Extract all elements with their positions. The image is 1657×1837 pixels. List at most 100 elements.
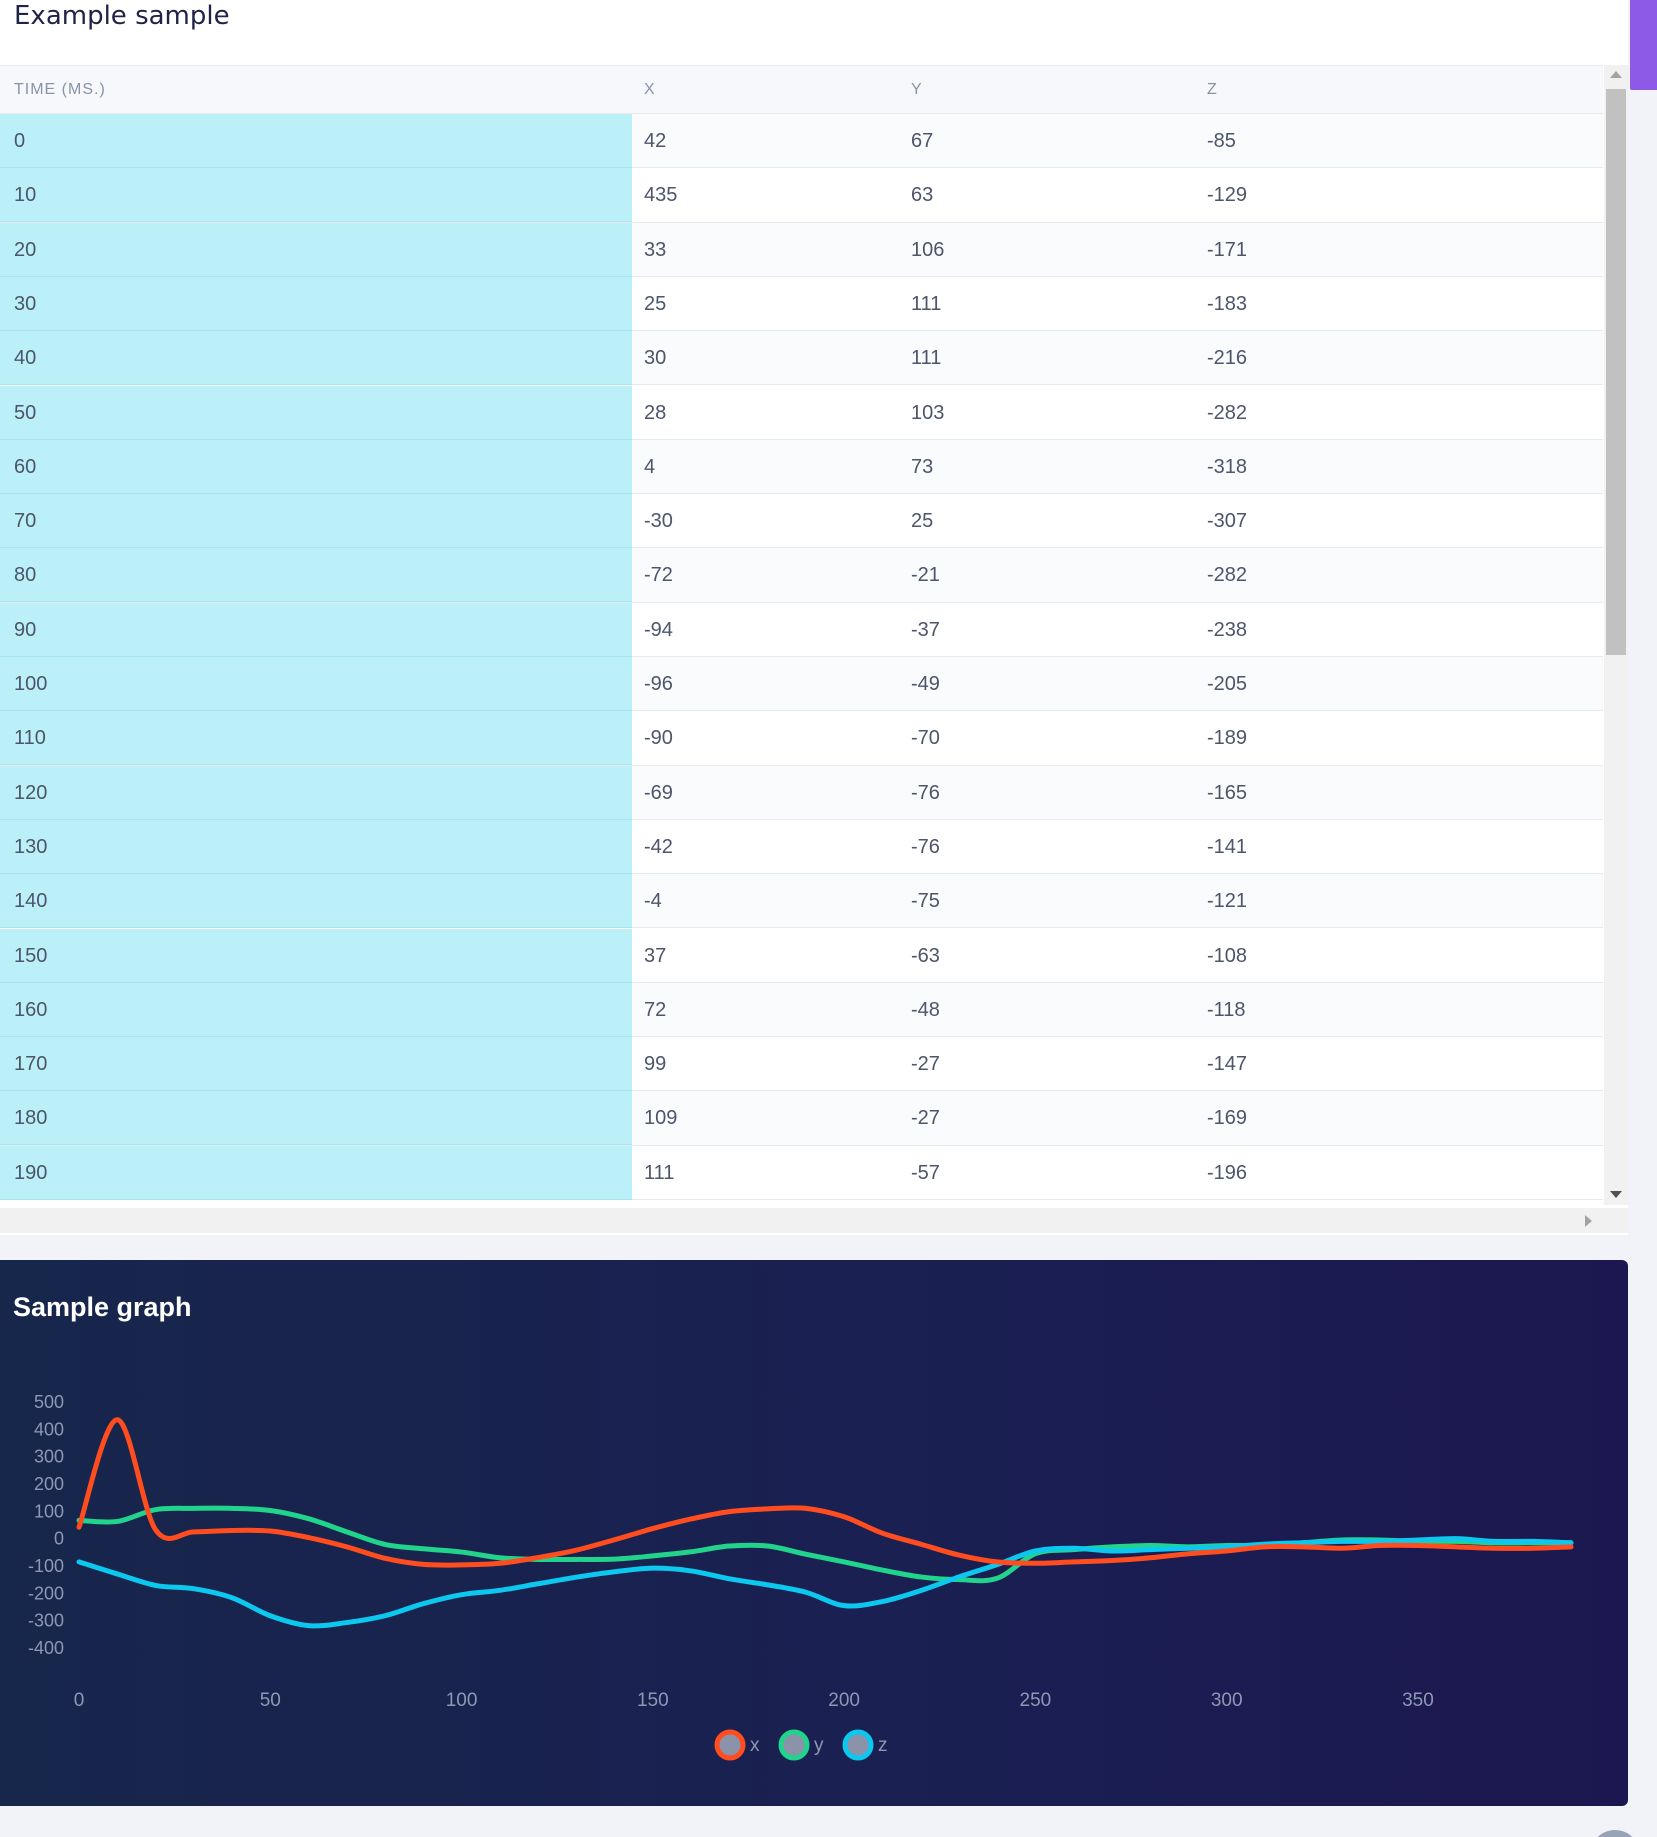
time-cell: 150	[0, 928, 632, 983]
time-cell: 0	[0, 114, 632, 168]
y-cell: -37	[911, 618, 940, 641]
table-row[interactable]: 10 435 63 -129	[0, 168, 1603, 223]
table-row[interactable]: 50 28 103 -282	[0, 385, 1603, 440]
table-row[interactable]: 160 72 -48 -118	[0, 982, 1603, 1038]
y-cell: 106	[911, 238, 945, 261]
avatar[interactable]	[1590, 1830, 1640, 1837]
y-cell: -48	[911, 998, 940, 1021]
y-cell: 67	[911, 130, 934, 152]
y-tick-label: 400	[34, 1419, 64, 1439]
legend-label: z	[878, 1735, 888, 1756]
z-cell: -169	[1207, 1107, 1248, 1130]
x-cell: 111	[644, 1161, 675, 1184]
z-cell: -205	[1207, 673, 1248, 695]
time-cell: 110	[0, 711, 632, 766]
table-row[interactable]: 150 37 -63 -108	[0, 928, 1603, 983]
legend-item-y[interactable]: y	[778, 1729, 824, 1761]
y-tick-label: 500	[34, 1392, 64, 1412]
time-cell: 100	[0, 657, 632, 711]
sample-table[interactable]: TIME (MS.) X Y Z 0 42 67 -85 10 435 63 -129 20 33…	[0, 65, 1628, 1235]
legend-item-z[interactable]: z	[842, 1729, 888, 1761]
x-cell: -72	[644, 564, 673, 587]
horizontal-scrollbar[interactable]	[0, 1208, 1628, 1233]
header-time[interactable]: TIME (MS.)	[14, 81, 106, 98]
time-cell: 80	[0, 548, 632, 603]
time-cell: 170	[0, 1037, 632, 1092]
y-tick-label: -100	[28, 1556, 64, 1576]
x-cell: 28	[644, 401, 667, 424]
vertical-scrollbar[interactable]	[1604, 65, 1628, 1205]
y-cell: -57	[911, 1161, 940, 1184]
scroll-right-icon[interactable]	[1585, 1215, 1592, 1227]
scrollbar-thumb[interactable]	[1606, 89, 1626, 655]
x-tick-label: 100	[446, 1690, 478, 1711]
table-row[interactable]: 180 109 -27 -169	[0, 1091, 1603, 1146]
table-row[interactable]: 120 -69 -76 -165	[0, 765, 1603, 820]
x-tick-label: 150	[637, 1690, 669, 1711]
y-tick-label: 0	[54, 1529, 64, 1549]
x-tick-label: 0	[74, 1690, 85, 1711]
y-cell: -27	[911, 1107, 940, 1130]
z-cell: -141	[1207, 835, 1248, 858]
z-cell: -121	[1207, 890, 1248, 913]
y-cell: 111	[911, 347, 942, 370]
table-row[interactable]: 130 -42 -76 -141	[0, 819, 1603, 875]
y-cell: -76	[911, 835, 940, 858]
table-row[interactable]: 140 -4 -75 -121	[0, 874, 1603, 929]
table-row[interactable]: 60 4 73 -318	[0, 439, 1603, 495]
z-cell: -85	[1207, 130, 1236, 152]
x-cell: -96	[644, 673, 673, 695]
x-tick-label: 300	[1211, 1690, 1243, 1711]
table-row[interactable]: 20 33 106 -171	[0, 222, 1603, 277]
z-cell: -238	[1207, 618, 1248, 641]
table-row[interactable]: 190 111 -57 -196	[0, 1145, 1603, 1200]
series-line-y	[76, 1505, 1574, 1584]
time-cell: 50	[0, 385, 632, 440]
time-cell: 30	[0, 276, 632, 331]
x-cell: 25	[644, 292, 667, 315]
y-tick-label: -300	[28, 1611, 64, 1631]
x-tick-label: 350	[1402, 1690, 1434, 1711]
z-cell: -165	[1207, 781, 1248, 804]
y-cell: -70	[911, 727, 940, 750]
table-row[interactable]: 30 25 111 -183	[0, 276, 1603, 332]
x-cell: 4	[644, 455, 656, 478]
time-cell: 180	[0, 1091, 632, 1146]
z-cell: -118	[1207, 998, 1246, 1021]
sample-card: Example sample TIME (MS.) X Y Z 0 42 67 -85…	[0, 0, 1628, 1235]
x-cell: -90	[644, 727, 673, 750]
header-x[interactable]: X	[644, 81, 656, 98]
table-row[interactable]: 80 -72 -21 -282	[0, 548, 1603, 603]
table-row[interactable]: 70 -30 25 -307	[0, 494, 1603, 549]
side-accent-bar	[1630, 0, 1657, 90]
x-cell: -94	[644, 618, 673, 641]
y-cell: -27	[911, 1053, 940, 1076]
table-body: 0 42 67 -85 10 435 63 -129 20 33 106 -171 30 25 111 -18…	[0, 114, 1603, 1235]
table-row[interactable]: 170 99 -27 -147	[0, 1037, 1603, 1092]
header-y[interactable]: Y	[911, 81, 923, 98]
y-tick-label: 300	[34, 1447, 64, 1467]
scroll-up-icon[interactable]	[1610, 71, 1622, 78]
time-cell: 120	[0, 765, 632, 820]
y-tick-label: -200	[28, 1583, 64, 1603]
time-cell: 140	[0, 874, 632, 929]
table-row[interactable]: 0 42 67 -85	[0, 114, 1603, 169]
table-row[interactable]: 100 -96 -49 -205	[0, 657, 1603, 712]
scroll-down-icon[interactable]	[1610, 1191, 1622, 1198]
z-cell: -108	[1207, 944, 1248, 967]
z-cell: -189	[1207, 727, 1248, 750]
y-cell: -21	[911, 564, 940, 587]
table-row[interactable]: 110 -90 -70 -189	[0, 711, 1603, 766]
legend-item-x[interactable]: x	[714, 1729, 760, 1761]
y-cell: 103	[911, 401, 945, 424]
time-cell: 130	[0, 819, 632, 874]
z-cell: -307	[1207, 510, 1248, 533]
header-z[interactable]: Z	[1207, 81, 1218, 98]
x-cell: -69	[644, 781, 673, 804]
x-tick-label: 50	[260, 1690, 281, 1711]
legend-label: x	[750, 1735, 760, 1756]
table-row[interactable]: 90 -94 -37 -238	[0, 602, 1603, 657]
table-row[interactable]: 40 30 111 -216	[0, 331, 1603, 386]
series-line-x	[76, 1417, 1574, 1568]
